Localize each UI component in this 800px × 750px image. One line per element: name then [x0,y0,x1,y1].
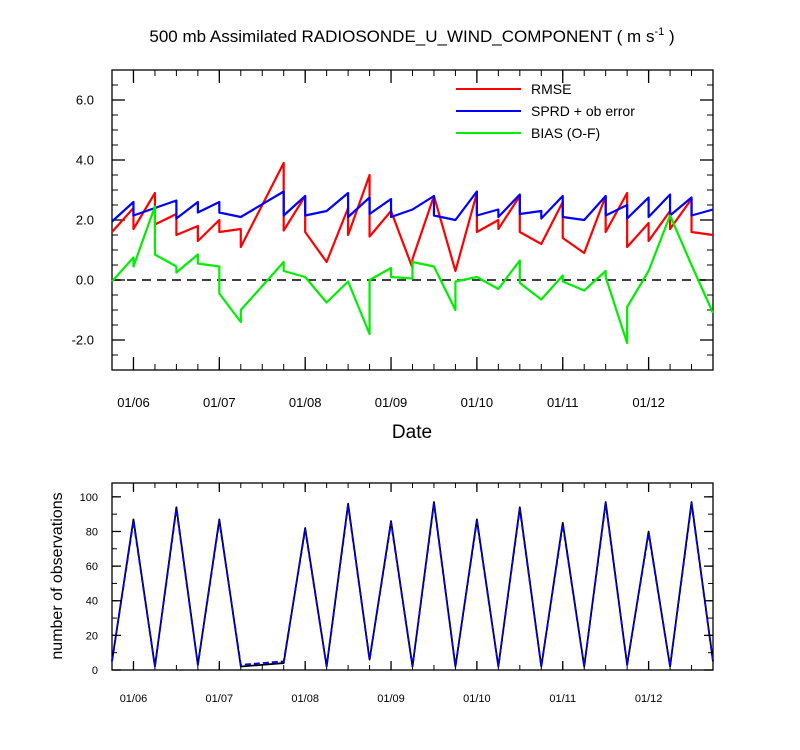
x-tick-label: 01/06 [120,693,148,705]
chart-title: 500 mb Assimilated RADIOSONDE_U_WIND_COM… [149,26,674,46]
series-line-assimilated-observations [111,502,714,668]
series-line-sprd-ob-error [111,190,714,223]
x-tick-label: 01/09 [375,395,408,410]
plot-frame [111,482,714,671]
x-tick-label: 01/12 [635,693,663,705]
y-tick-label: 2.0 [76,213,94,228]
x-tick-label: 01/06 [117,395,150,410]
x-tick-label: 01/10 [463,693,491,705]
y-tick-label: 0 [92,665,98,677]
bottom-panel-series [111,501,714,668]
y-tick-label: 6.0 [76,93,94,108]
y-tick-label: 4.0 [76,153,94,168]
legend-label: RMSE [531,81,571,97]
x-tick-label: 01/08 [291,693,319,705]
x-tick-label: 01/11 [549,693,576,705]
legend-label: BIAS (O-F) [531,125,600,141]
series-line-possible-observations [111,501,714,668]
series-line-rmse [111,161,714,273]
x-tick-label: 01/08 [289,395,322,410]
bottom-panel-axes: 01/06 01/07 01/08 01/09 01/10 01/11 01/12 0 20 40… [80,482,714,705]
x-tick-label: 01/07 [203,395,236,410]
x-tick-label: 01/12 [632,395,665,410]
y-tick-label: -2.0 [72,333,94,348]
x-axis-label: Date [392,422,432,443]
y-tick-label: 80 [86,526,98,538]
chart-title-exponent: -1 [654,26,664,38]
x-tick-label: 01/11 [547,395,579,410]
y-axis-label-observations: number of observations [49,492,66,659]
chart-title-suffix: ) [664,27,674,46]
x-tick-label: 01/09 [377,693,405,705]
top-panel-series [111,161,715,345]
x-tick-label: 01/10 [461,395,494,410]
y-tick-label: 0.0 [76,273,94,288]
series-line-bias-o-f [111,205,715,345]
y-tick-label: 40 [86,596,98,608]
top-panel-axes: 01/06 01/07 01/08 01/09 01/10 01/11 01/12 -2.0 0… [72,69,714,410]
x-tick-label: 01/07 [206,693,234,705]
y-tick-label: 60 [86,561,98,573]
top-panel-legend: RMSE SPRD + ob error BIAS (O-F) [456,81,635,141]
y-tick-label: 20 [86,630,98,642]
chart-title-text: 500 mb Assimilated RADIOSONDE_U_WIND_COM… [149,27,654,46]
legend-label: SPRD + ob error [531,103,635,119]
y-tick-label: 100 [80,492,98,504]
